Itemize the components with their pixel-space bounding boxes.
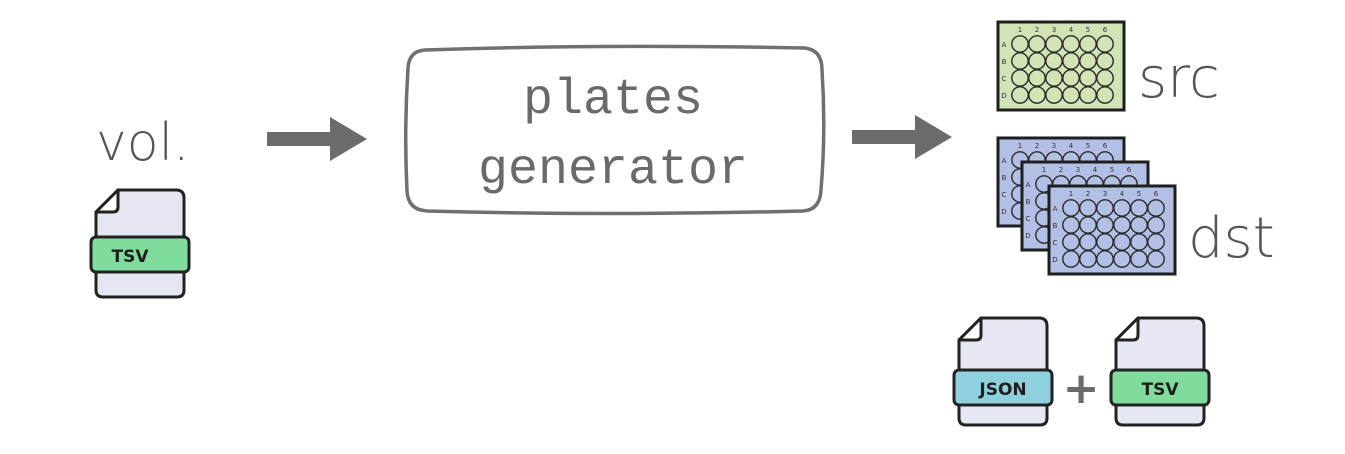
plate-column-label: 6 <box>1127 166 1132 174</box>
output-json-badge-label: JSON <box>978 380 1026 400</box>
plus-sign: + <box>1063 363 1100 414</box>
plate-row-label: A <box>1026 181 1031 189</box>
output-tsv-file-icon: TSV <box>1111 318 1209 425</box>
plate-column-label: 1 <box>1018 142 1022 150</box>
plate-column-label: 2 <box>1059 166 1063 174</box>
plate-column-label: 6 <box>1103 142 1108 150</box>
plate-column-label: 5 <box>1137 190 1141 198</box>
plate-column-label: 5 <box>1110 166 1114 174</box>
output-json-file-icon: JSON <box>954 318 1052 425</box>
plate-row-label: B <box>1026 198 1031 206</box>
plate-row-label: B <box>1002 174 1007 182</box>
plate-row-label: C <box>1026 215 1031 223</box>
plate-column-label: 1 <box>1018 26 1022 34</box>
plate-column-label: 3 <box>1103 190 1107 198</box>
plate-column-label: 1 <box>1042 166 1046 174</box>
plate-column-label: 3 <box>1052 26 1056 34</box>
src-plate-icon: 1 2 3 4 5 6 A B C D <box>998 22 1124 110</box>
plate-column-label: 3 <box>1052 142 1056 150</box>
dst-label: dst <box>1188 206 1275 271</box>
plate-row-label: D <box>1025 232 1030 240</box>
plate-row-label: B <box>1002 58 1007 66</box>
plate-column-label: 3 <box>1076 166 1080 174</box>
plate-column-label: 6 <box>1103 26 1108 34</box>
input-label: vol. <box>96 113 190 173</box>
plate-row-label: B <box>1053 222 1058 230</box>
plate-column-label: 2 <box>1035 26 1039 34</box>
generator-title-line2: generator <box>478 142 748 199</box>
output-tsv-badge-label: TSV <box>1142 380 1180 400</box>
generator-title-line1: plates <box>523 72 703 129</box>
plate-row-label: D <box>1052 256 1057 264</box>
input-tsv-badge-label: TSV <box>112 247 150 267</box>
plate-column-label: 2 <box>1035 142 1039 150</box>
plate-column-label: 5 <box>1086 26 1090 34</box>
plates-generator-box: plates generator <box>406 46 824 213</box>
plate-column-label: 6 <box>1154 190 1159 198</box>
plate-row-label: C <box>1002 75 1007 83</box>
plate-column-label: 1 <box>1069 190 1073 198</box>
plate-row-label: A <box>1053 205 1058 213</box>
plate-column-label: 4 <box>1093 166 1098 174</box>
plate-row-label: D <box>1001 92 1006 100</box>
dst-plate-icon-front: 1 2 3 4 5 6 A B C D <box>1049 186 1175 274</box>
src-label: src <box>1138 46 1220 111</box>
plate-column-label: 4 <box>1069 142 1074 150</box>
plate-column-label: 4 <box>1069 26 1074 34</box>
plate-column-label: 2 <box>1086 190 1090 198</box>
arrow-generator-to-output <box>852 115 952 159</box>
plate-row-label: D <box>1001 208 1006 216</box>
plate-row-label: C <box>1002 191 1007 199</box>
plate-row-label: A <box>1002 157 1007 165</box>
plate-column-label: 5 <box>1086 142 1090 150</box>
plate-row-label: A <box>1002 41 1007 49</box>
input-tsv-file-icon: TSV <box>91 190 189 297</box>
arrow-input-to-generator <box>267 117 367 161</box>
plate-column-label: 4 <box>1120 190 1125 198</box>
plate-row-label: C <box>1053 239 1058 247</box>
